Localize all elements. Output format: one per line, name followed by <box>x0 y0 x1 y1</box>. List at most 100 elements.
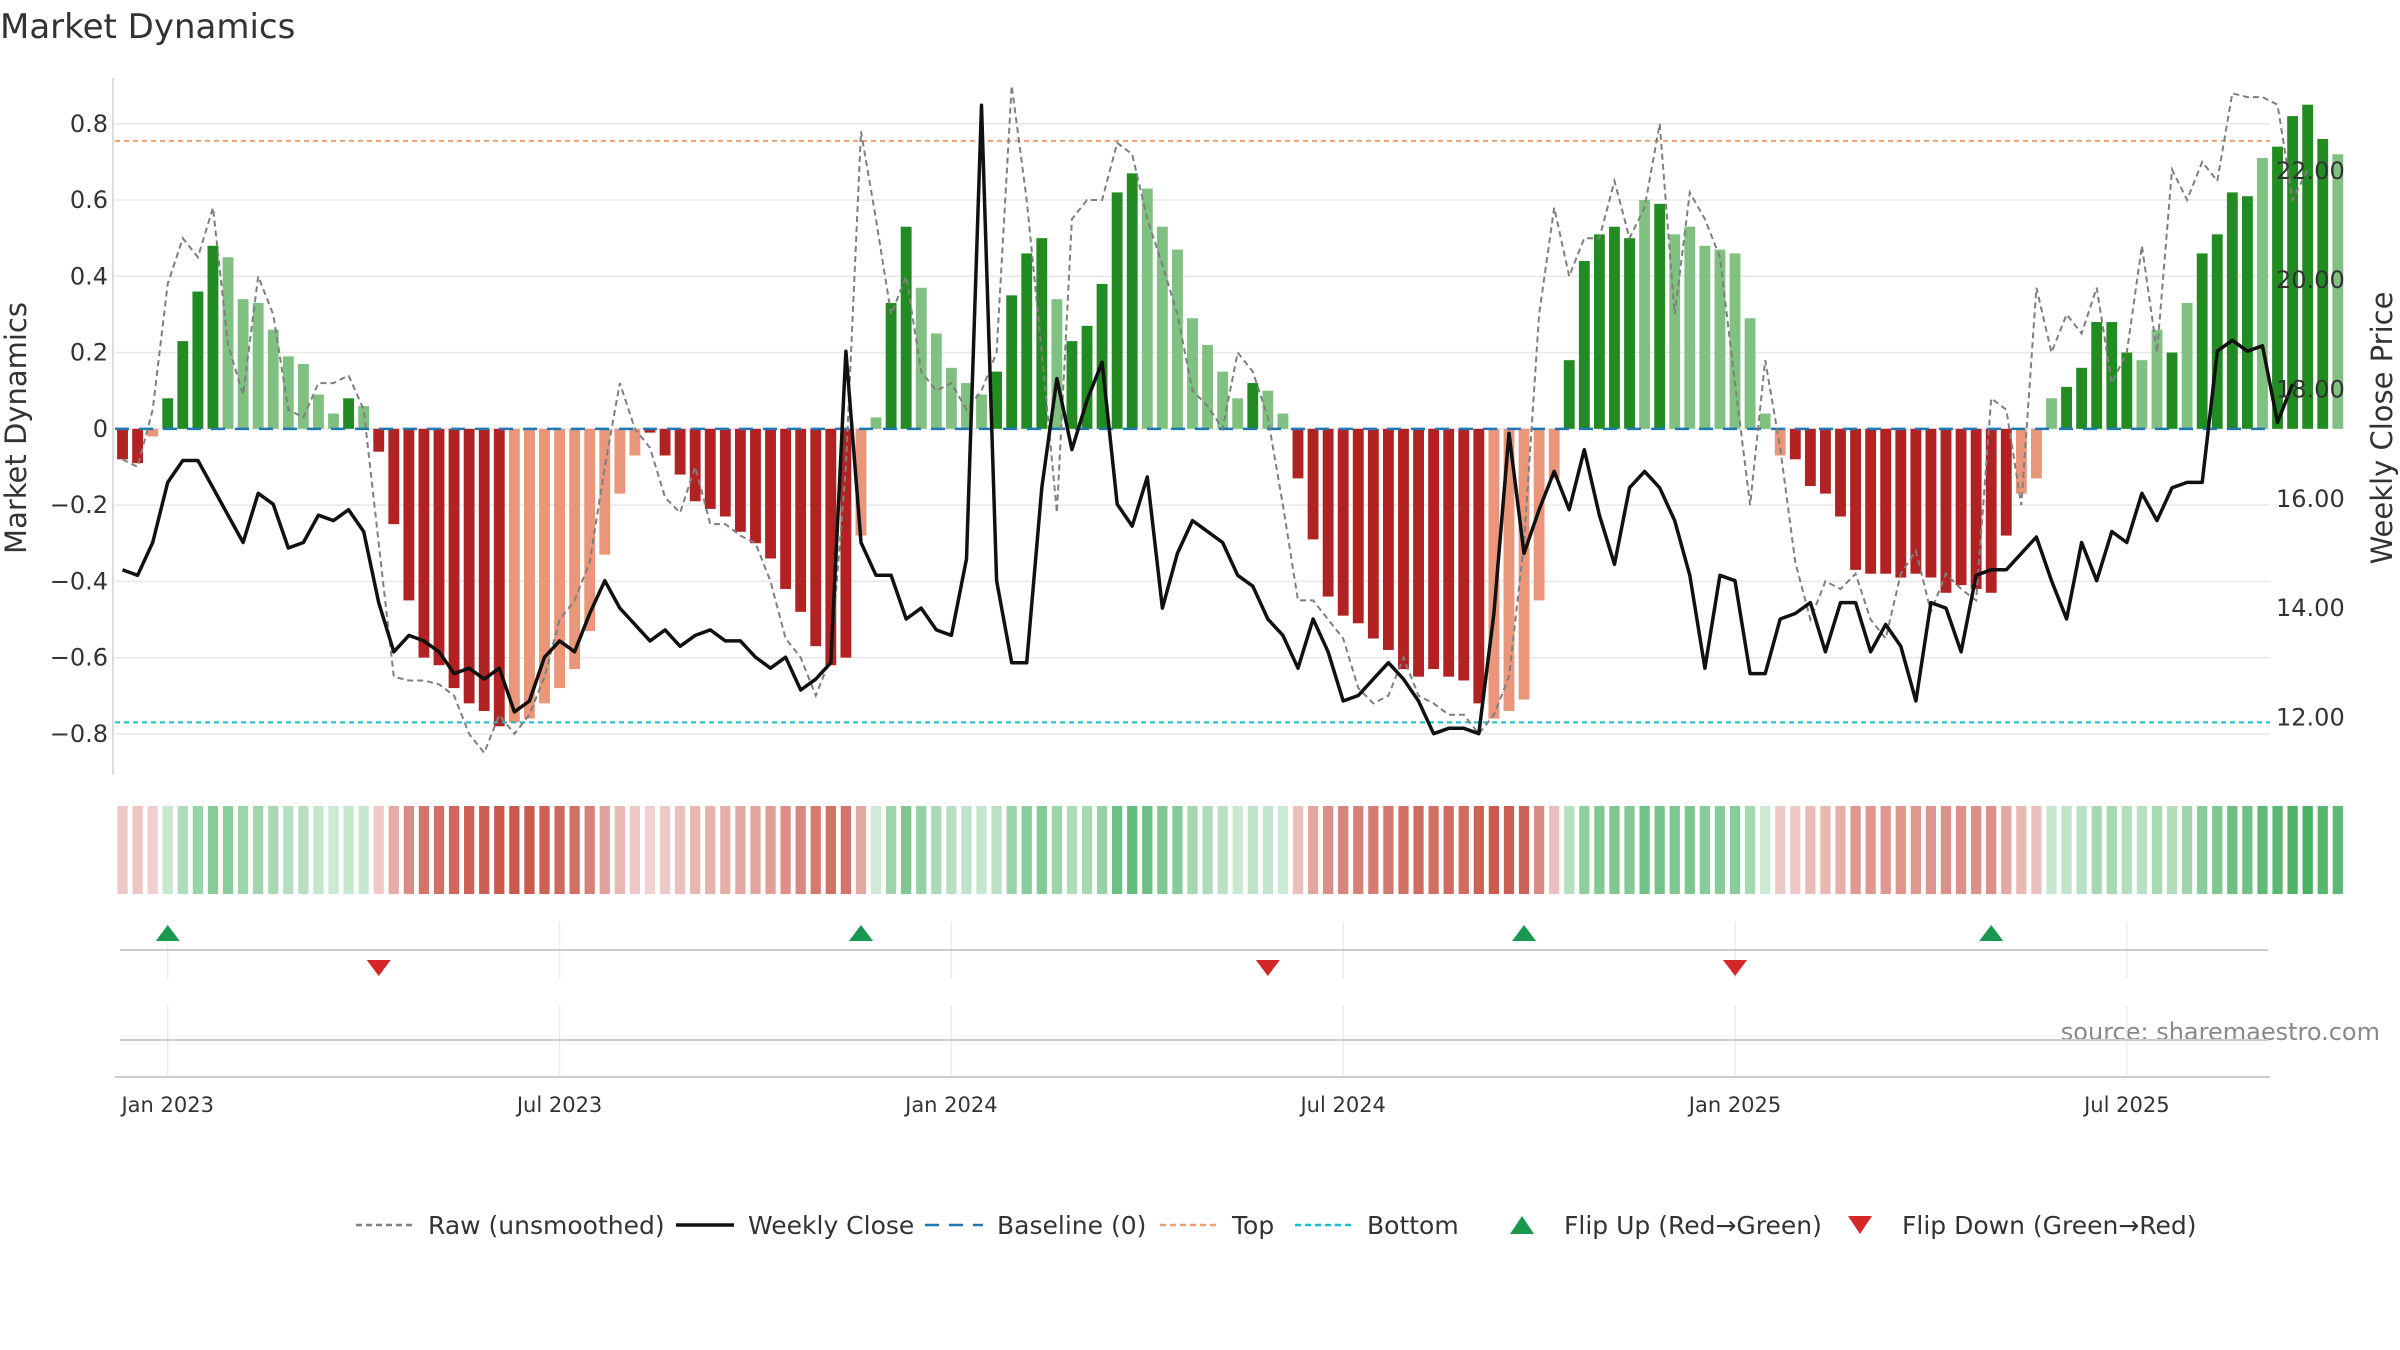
legend-label: Raw (unsmoothed) <box>428 1211 665 1240</box>
dynamics-bar <box>132 428 144 464</box>
heat-cell <box>2151 806 2163 894</box>
heat-cell <box>1805 806 1816 894</box>
dynamics-bar <box>810 428 822 647</box>
dynamics-bar <box>508 428 520 723</box>
right-tick-label: 22.00 <box>2276 157 2345 185</box>
heat-cell <box>1699 806 1711 894</box>
flip-up-marker <box>1512 925 1537 941</box>
heat-cell <box>479 806 490 894</box>
dynamics-bar <box>2106 322 2118 429</box>
heat-cell <box>147 806 158 894</box>
heat-cell <box>1971 806 1982 894</box>
dynamics-bar <box>2332 154 2344 429</box>
dynamics-bar <box>2091 322 2103 429</box>
heat-cell <box>192 806 204 894</box>
heat-cell <box>901 806 912 894</box>
dynamics-bar <box>1940 428 1952 593</box>
heat-cell <box>388 806 399 894</box>
legend-flip-down-icon <box>1848 1216 1872 1234</box>
heat-cell <box>1428 806 1439 894</box>
heat-cell <box>524 806 535 894</box>
dynamics-bar <box>162 398 174 429</box>
dynamics-bar <box>1202 344 1213 429</box>
dynamics-bar <box>991 371 1003 429</box>
right-tick-label: 14.00 <box>2276 594 2345 622</box>
dynamics-bar <box>1835 428 1846 517</box>
dynamics-bar <box>614 428 626 494</box>
heat-cell <box>1729 806 1741 894</box>
left-tick-label: −0.4 <box>50 567 108 595</box>
heat-cell <box>464 806 475 894</box>
legend-label: Baseline (0) <box>997 1211 1146 1240</box>
heat-cell <box>1925 806 1937 894</box>
dynamics-bar <box>825 428 837 666</box>
dynamics-bar <box>780 428 792 589</box>
dynamics-bar <box>1066 341 1078 429</box>
legend-item: Flip Up (Red→Green) <box>1510 1211 1822 1240</box>
heat-cell <box>614 806 625 894</box>
heat-cell <box>780 806 791 894</box>
heat-cell <box>961 806 972 894</box>
heat-cell <box>2242 806 2253 894</box>
dynamics-bar <box>795 428 807 612</box>
dynamics-bar <box>2257 158 2268 429</box>
heat-cell <box>795 806 806 894</box>
heat-cell <box>1639 806 1650 894</box>
left-tick-label: −0.2 <box>50 491 108 519</box>
heat-cell <box>1910 806 1921 894</box>
heat-cell <box>1609 806 1620 894</box>
heat-cell <box>2076 806 2087 894</box>
dynamics-bar <box>659 428 671 456</box>
heat-cell <box>1157 806 1168 894</box>
heat-cell <box>1594 806 1605 894</box>
heat-cell <box>448 806 460 894</box>
dynamics-bar <box>900 226 912 429</box>
heat-cell <box>765 806 776 894</box>
heat-cell <box>1443 806 1454 894</box>
dynamics-bar <box>704 428 716 509</box>
dynamics-bar <box>1985 428 1997 593</box>
dynamics-bar <box>2121 352 2133 429</box>
heat-cell <box>1564 806 1575 894</box>
dynamics-bar <box>554 428 565 689</box>
dynamics-bar <box>1262 390 1274 429</box>
heat-cell <box>2181 806 2193 894</box>
heat-cell <box>1579 806 1590 894</box>
heat-cell <box>177 806 188 894</box>
heat-cell <box>1353 806 1364 894</box>
dynamics-bar <box>2000 428 2012 536</box>
dynamics-bar <box>629 428 641 456</box>
heat-cell <box>810 806 821 894</box>
heat-cell <box>1307 806 1319 894</box>
dynamics-bar <box>750 428 761 544</box>
dynamics-bar <box>1669 234 1681 429</box>
dynamics-bar <box>1428 428 1440 670</box>
dynamics-bar <box>328 413 339 429</box>
date-tick-label: Jul 2023 <box>515 1093 602 1117</box>
dynamics-bar <box>1247 383 1259 429</box>
heat-cell <box>1775 806 1786 894</box>
heat-cell <box>1247 806 1258 894</box>
heat-cell <box>705 806 716 894</box>
heat-cell <box>1835 806 1846 894</box>
heat-cell <box>1790 806 1801 894</box>
heat-cell <box>494 806 505 894</box>
heat-cell <box>358 806 369 894</box>
heat-cell <box>690 806 701 894</box>
heat-cell <box>2257 806 2268 894</box>
heat-cell <box>554 806 565 894</box>
dynamics-bar <box>343 398 355 429</box>
heat-cell <box>2016 806 2027 894</box>
heat-cell <box>2287 806 2298 894</box>
heat-cell <box>659 806 671 894</box>
heat-cell <box>1368 806 1379 894</box>
dynamics-bar <box>1036 238 1048 429</box>
heat-cell <box>117 806 128 894</box>
dynamics-bar <box>2181 302 2193 429</box>
legend-label: Flip Up (Red→Green) <box>1564 1211 1822 1240</box>
dynamics-bar <box>1473 428 1485 704</box>
dynamics-bar <box>2302 104 2314 429</box>
dynamics-bar <box>207 245 219 429</box>
right-tick-label: 16.00 <box>2276 485 2345 513</box>
